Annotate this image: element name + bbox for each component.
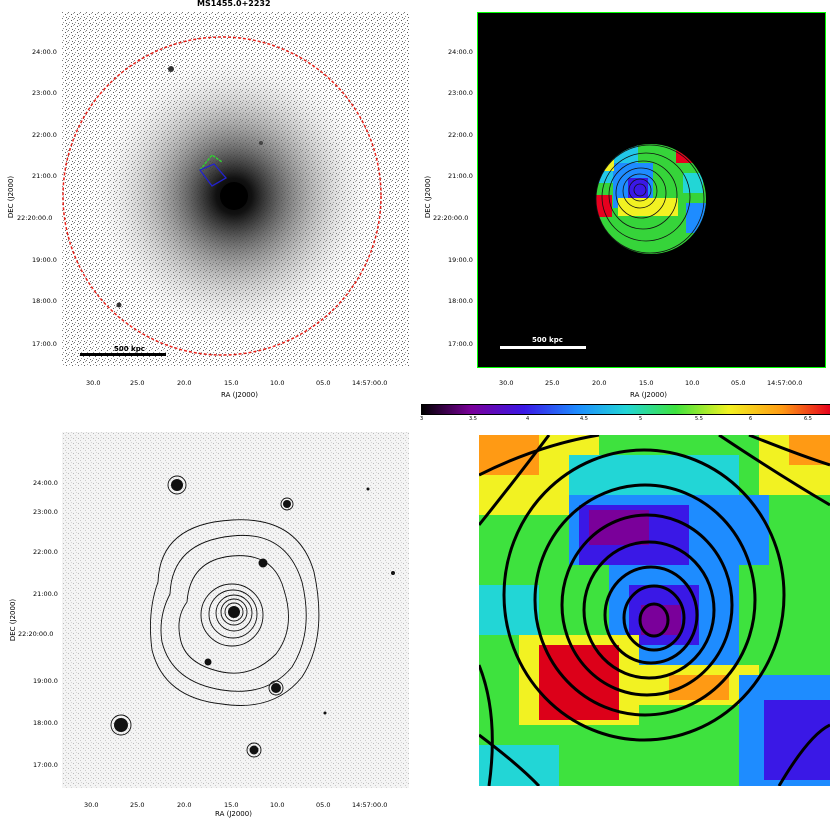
sector-blue [198, 163, 228, 187]
xtick-label: 15.0 [639, 379, 654, 387]
ytick-label: 17:00.0 [32, 340, 57, 348]
xray-scale-label: 500 kpc [114, 345, 145, 353]
ytick-label: 23:00.0 [33, 508, 58, 516]
ytick-label: 24:00.0 [32, 48, 57, 56]
xtick-label: 15.0 [224, 801, 239, 809]
colorbar-tick: 5.5 [695, 416, 703, 422]
ytick-label: 24:00.0 [448, 48, 473, 56]
zoom-contours [479, 435, 830, 786]
colorbar [421, 404, 830, 415]
ytick-label: 22:00.0 [32, 131, 57, 139]
optical-image [62, 432, 409, 788]
xtick-label: 30.0 [499, 379, 514, 387]
xray-title: MS1455.0+2232 [197, 0, 271, 8]
xray-scalebar [80, 353, 166, 356]
xtick-label: 14:57:00.0 [767, 379, 803, 387]
colorbar-tick: 5 [639, 416, 643, 422]
ytick-label: 22:20:00.0 [18, 630, 54, 638]
xray-panel: MS1455.0+2232 [0, 0, 415, 405]
ytick-label: 21:00.0 [448, 172, 473, 180]
ytick-label: 23:00.0 [32, 89, 57, 97]
xray-contours [110, 475, 320, 758]
optical-stars [114, 479, 395, 755]
ytick-label: 19:00.0 [33, 677, 58, 685]
colorbar-tick: 4.5 [580, 416, 588, 422]
temp-map-image: 500 kpc [477, 12, 826, 368]
optical-xlabel: RA (J2000) [215, 810, 252, 818]
ytick-label: 22:20:00.0 [433, 214, 469, 222]
zoom-map-svg [479, 435, 830, 786]
ytick-label: 19:00.0 [448, 256, 473, 264]
ytick-label: 22:00.0 [33, 548, 58, 556]
xtick-label: 10.0 [270, 379, 285, 387]
ytick-label: 22:00.0 [448, 131, 473, 139]
point-source [259, 141, 263, 145]
xtick-label: 14:57:00.0 [352, 379, 388, 387]
xray-ylabel: DEC (J2000) [7, 175, 16, 219]
zoom-map [479, 435, 830, 786]
xtick-label: 10.0 [685, 379, 700, 387]
temp-xlabel: RA (J2000) [630, 391, 667, 399]
xtick-label: 20.0 [177, 379, 192, 387]
xtick-label: 25.0 [130, 801, 145, 809]
temp-ylabel: DEC (J2000) [424, 175, 433, 219]
xtick-label: 05.0 [731, 379, 746, 387]
ytick-label: 23:00.0 [448, 89, 473, 97]
ytick-label: 24:00.0 [33, 479, 58, 487]
ytick-label: 18:00.0 [33, 719, 58, 727]
xtick-label: 25.0 [130, 379, 145, 387]
ytick-label: 18:00.0 [448, 297, 473, 305]
xtick-label: 30.0 [86, 379, 101, 387]
extraction-circle [62, 36, 382, 356]
xtick-label: 05.0 [316, 379, 331, 387]
temp-scale-label: 500 kpc [532, 336, 563, 344]
ytick-label: 17:00.0 [33, 761, 58, 769]
xray-overlay [62, 36, 382, 356]
optical-svg [62, 432, 409, 788]
sector-green [199, 153, 223, 171]
xtick-label: 10.0 [270, 801, 285, 809]
colorbar-tick: 3 [420, 416, 424, 422]
temp-map-panel: 500 kpc 30.0 25.0 20.0 15.0 10.0 05.0 14… [415, 0, 830, 405]
xtick-label: 05.0 [316, 801, 331, 809]
temp-contours [595, 144, 705, 254]
xtick-label: 25.0 [545, 379, 560, 387]
xtick-label: 15.0 [224, 379, 239, 387]
xray-image: 500 kpc [62, 12, 409, 366]
colorbar-tick: 6 [749, 416, 753, 422]
ytick-label: 18:00.0 [32, 297, 57, 305]
temp-scalebar [500, 346, 586, 349]
xtick-label: 30.0 [84, 801, 99, 809]
colorbar-tick: 3.5 [469, 416, 477, 422]
zoom-panel: 3 3.5 4 4.5 5 5.5 6 6.5 [415, 400, 830, 817]
colorbar-tick: 6.5 [804, 416, 812, 422]
ytick-label: 17:00.0 [448, 340, 473, 348]
ytick-label: 21:00.0 [33, 590, 58, 598]
xtick-label: 20.0 [592, 379, 607, 387]
ytick-label: 22:20:00.0 [17, 214, 53, 222]
optical-ylabel: DEC (J2000) [9, 598, 18, 642]
optical-panel: 30.0 25.0 20.0 15.0 10.0 05.0 14:57:00.0… [0, 410, 415, 818]
xtick-label: 14:57:00.0 [352, 801, 388, 809]
ytick-label: 21:00.0 [32, 172, 57, 180]
point-source [116, 302, 122, 308]
xray-image-svg [62, 12, 409, 366]
xray-xlabel: RA (J2000) [221, 391, 258, 399]
ytick-label: 19:00.0 [32, 256, 57, 264]
point-source [168, 66, 174, 72]
xtick-label: 20.0 [177, 801, 192, 809]
temp-map-svg [595, 144, 706, 254]
colorbar-tick: 4 [526, 416, 530, 422]
